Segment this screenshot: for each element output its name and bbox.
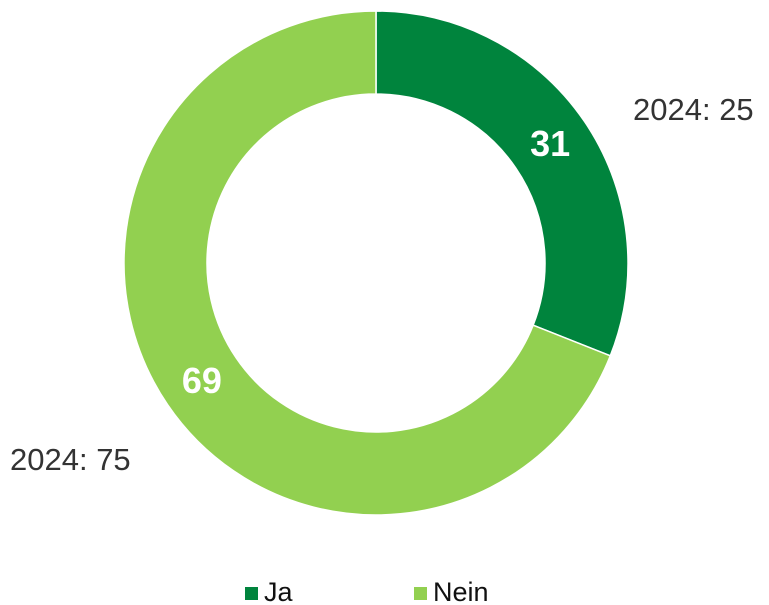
annotation: 2024: 25 <box>633 92 754 127</box>
annotation: 2024: 75 <box>10 442 131 477</box>
data-label: 69 <box>182 360 222 401</box>
legend-label: Nein <box>433 577 489 605</box>
donut-segment <box>123 10 612 516</box>
donut-segment <box>375 10 629 357</box>
legend-label: Ja <box>264 577 294 605</box>
legend-swatch <box>245 587 258 600</box>
legend-swatch <box>414 587 427 600</box>
data-label: 31 <box>530 123 570 164</box>
